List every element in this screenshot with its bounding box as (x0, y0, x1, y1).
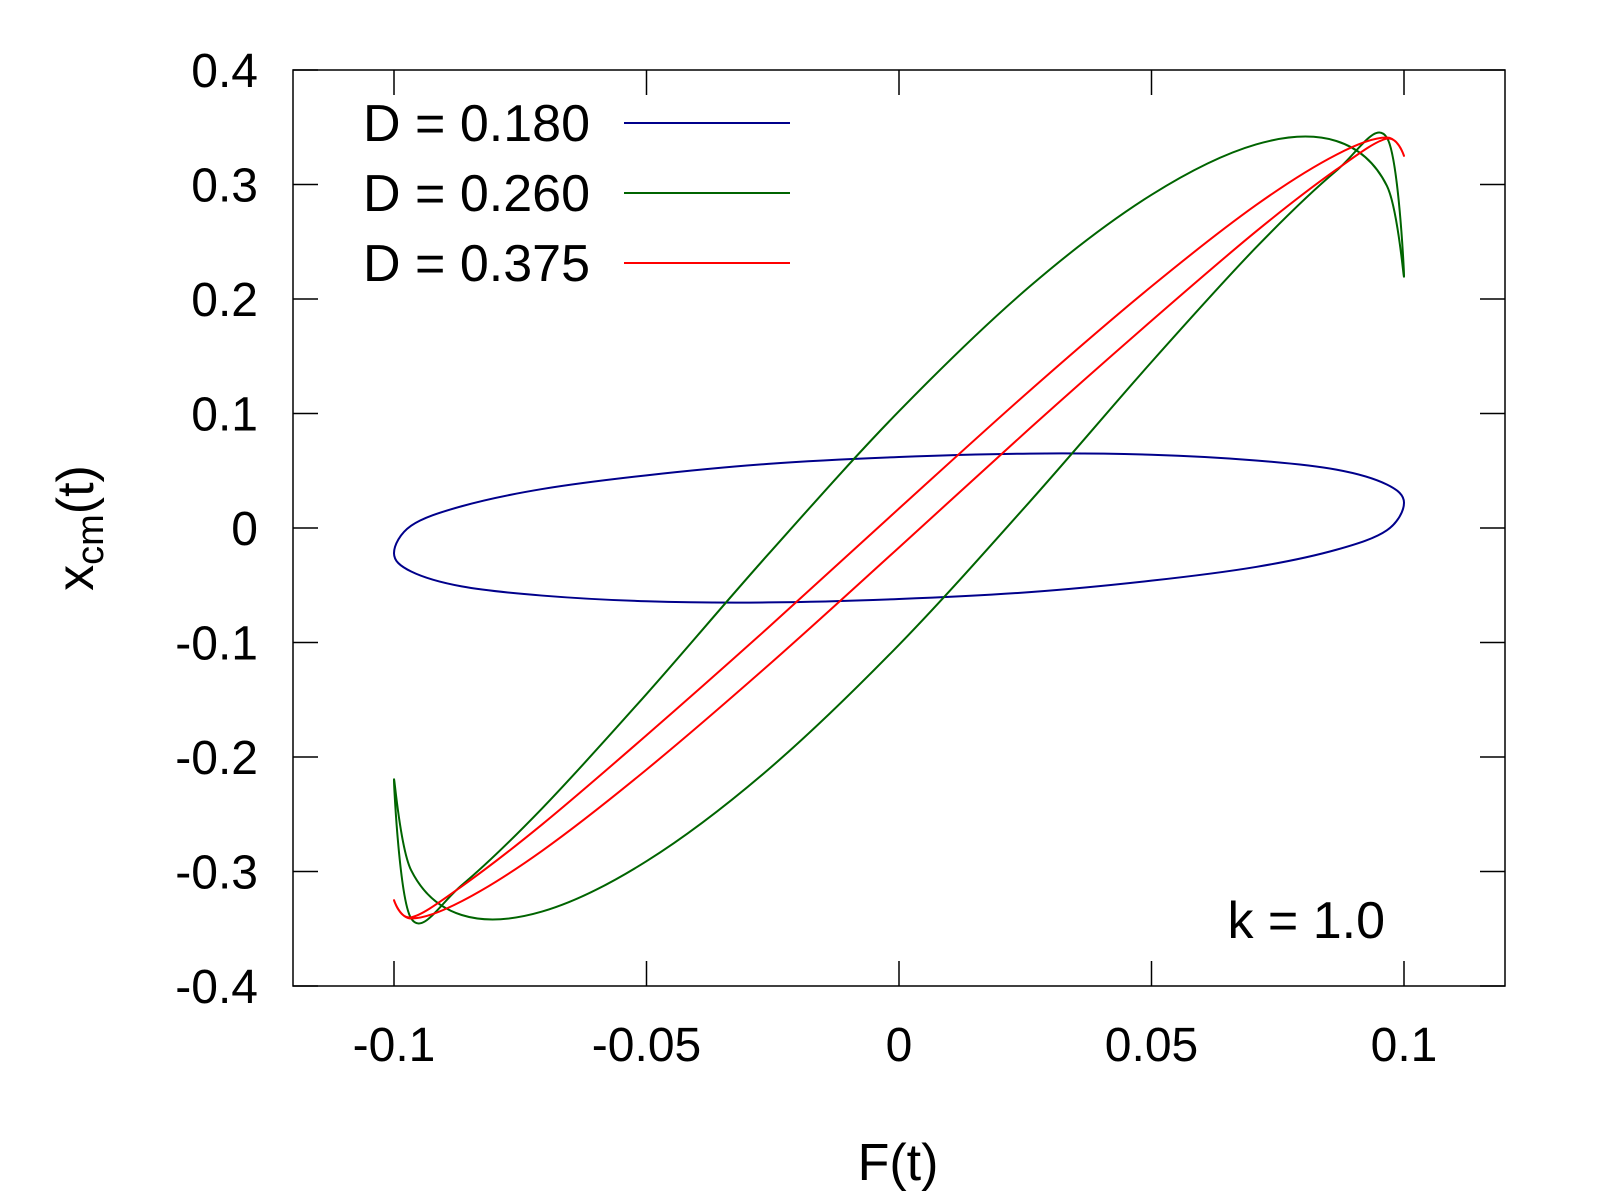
y-tick-label: 0.4 (191, 45, 258, 98)
series-line-2 (392, 131, 1405, 925)
y-axis-label-sub: cm (70, 514, 112, 565)
series-line-1 (392, 452, 1405, 604)
y-tick-label: -0.2 (175, 732, 258, 785)
x-axis-label: F(t) (858, 1134, 939, 1192)
x-tick-label: 0.05 (1105, 1019, 1198, 1072)
tick-labels: -0.1 -0.05 0 0.05 0.1 0.4 0.3 0.2 0.1 0 -0.1 -0.2 -0… (175, 45, 1437, 1072)
x-tick-label: 0.1 (1371, 1019, 1438, 1072)
legend-label: D = 0.180 (363, 95, 590, 153)
y-tick-label: 0.3 (191, 160, 258, 213)
x-tick-label: 0 (886, 1019, 913, 1072)
y-tick-label: -0.1 (175, 618, 258, 671)
legend: D = 0.180 D = 0.260 D = 0.375 (363, 95, 790, 293)
series-line-3 (392, 136, 1405, 920)
y-axis-label: xcm(t) (47, 465, 112, 591)
y-axis-label-suffix: (t) (47, 465, 105, 514)
y-tick-label: 0.2 (191, 274, 258, 327)
series-lines (392, 131, 1405, 925)
axis-ticks (293, 69, 1505, 987)
y-tick-label: 0 (231, 503, 258, 556)
y-tick-label: -0.3 (175, 847, 258, 900)
y-tick-label: -0.4 (175, 961, 258, 1014)
x-tick-label: -0.1 (353, 1019, 436, 1072)
x-tick-label: -0.05 (592, 1019, 701, 1072)
legend-label: D = 0.260 (363, 165, 590, 223)
y-tick-label: 0.1 (191, 389, 258, 442)
legend-label: D = 0.375 (363, 235, 590, 293)
y-axis-label-main: x (47, 565, 105, 591)
annotation-k: k = 1.0 (1227, 892, 1385, 950)
